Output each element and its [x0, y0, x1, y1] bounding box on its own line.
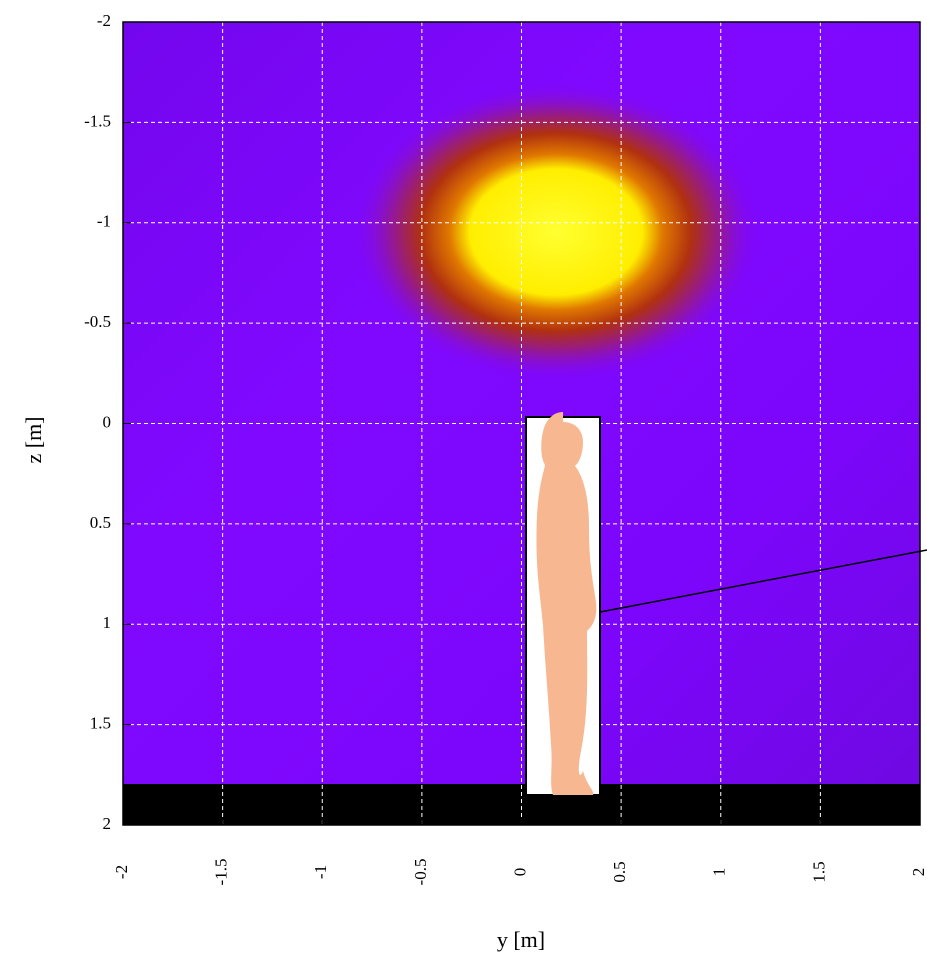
person — [536, 412, 597, 795]
y-tick-label: 1 — [103, 613, 112, 632]
heatmap-hotspot — [351, 82, 761, 382]
y-tick-label: -1 — [97, 212, 111, 231]
y-tick-label: 2 — [103, 814, 112, 833]
x-tick-label: 1 — [710, 868, 729, 877]
x-tick-label: -2 — [112, 865, 131, 879]
x-tick-label: 2 — [909, 868, 927, 877]
x-tick-label: -1.5 — [212, 859, 231, 886]
x-tick-label: -0.5 — [411, 859, 430, 886]
x-tick-label: -1 — [311, 865, 330, 879]
x-tick-label: 0 — [510, 868, 529, 877]
y-tick-label: 1.5 — [90, 714, 111, 733]
pointer-line — [599, 549, 927, 613]
x-tick-label: 1.5 — [809, 861, 828, 882]
y-tick-label: 0.5 — [90, 513, 111, 532]
x-tick-label: 0.5 — [610, 861, 629, 882]
y-tick-label: -1.5 — [84, 111, 111, 130]
y-tick-label: -0.5 — [84, 312, 111, 331]
y-tick-label: -2 — [97, 11, 111, 30]
y-tick-label: 0 — [103, 412, 112, 431]
y-axis-label: z [m] — [21, 416, 46, 463]
x-axis-label: y [m] — [497, 927, 545, 952]
